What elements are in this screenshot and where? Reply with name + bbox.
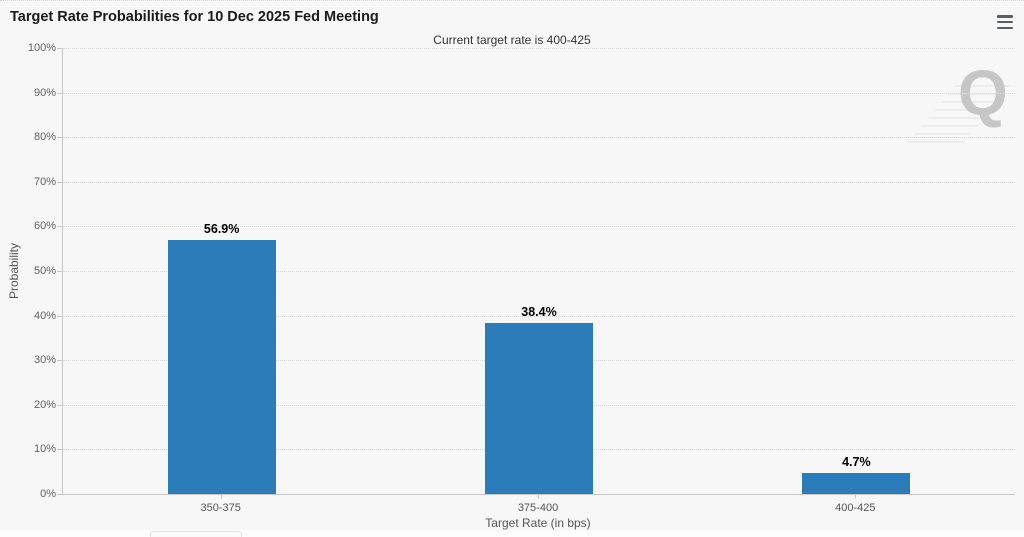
hamburger-menu-icon[interactable] (997, 15, 1013, 29)
bar-value-label: 4.7% (842, 455, 871, 470)
x-tick-label: 375-400 (517, 502, 559, 514)
x-tick-label: 350-375 (200, 502, 241, 514)
menu-line (997, 15, 1013, 18)
y-axis-tick (57, 360, 62, 362)
y-tick-label: 100% (27, 42, 56, 54)
bar[interactable] (167, 240, 276, 494)
y-axis-tick (57, 137, 62, 139)
bottom-edge-strip (0, 530, 1024, 537)
x-axis-tick (855, 495, 857, 499)
chart-subtitle: Current target rate is 400-425 (433, 33, 591, 47)
y-tick-label: 0% (40, 488, 56, 500)
gridline (63, 92, 1015, 94)
y-axis-tick (57, 404, 62, 406)
y-axis-tick (57, 48, 62, 49)
chart-title: Target Rate Probabilities for 10 Dec 202… (10, 9, 379, 25)
y-tick-label: 90% (33, 86, 56, 99)
y-axis-tick (57, 92, 62, 94)
x-axis-tick (538, 495, 539, 499)
bar[interactable] (485, 322, 593, 494)
y-axis-tick (57, 315, 62, 317)
x-axis-title: Target Rate (in bps) (485, 516, 591, 530)
bar[interactable] (802, 473, 911, 494)
y-tick-label: 50% (33, 265, 56, 277)
bar-value-label: 38.4% (521, 304, 557, 319)
y-axis-tick (57, 449, 62, 451)
plot-area: 56.9% 38.4% 4.7% (62, 48, 1015, 495)
y-tick-label: 70% (33, 175, 56, 188)
y-axis-tick (57, 494, 62, 495)
y-tick-label: 60% (33, 220, 56, 233)
gridline (63, 315, 1015, 317)
clipped-bottom-element (150, 531, 242, 537)
x-tick-label: 400-425 (835, 502, 876, 514)
gridline (63, 48, 1015, 49)
y-tick-label: 30% (33, 354, 56, 367)
x-axis-tick (220, 495, 222, 499)
bar-value-label: 56.9% (203, 222, 240, 237)
y-axis-tick (57, 226, 62, 228)
y-axis-tick (57, 271, 62, 272)
menu-line (997, 26, 1013, 29)
gridline (63, 137, 1015, 139)
menu-line (997, 20, 1013, 24)
gridline (63, 181, 1015, 183)
y-tick-label: 20% (33, 398, 56, 411)
y-tick-label: 80% (33, 131, 56, 144)
gridline (63, 226, 1015, 228)
y-tick-label: 40% (33, 309, 56, 322)
y-axis-tick (57, 181, 62, 183)
y-tick-label: 10% (33, 443, 56, 456)
gridline (63, 271, 1015, 272)
